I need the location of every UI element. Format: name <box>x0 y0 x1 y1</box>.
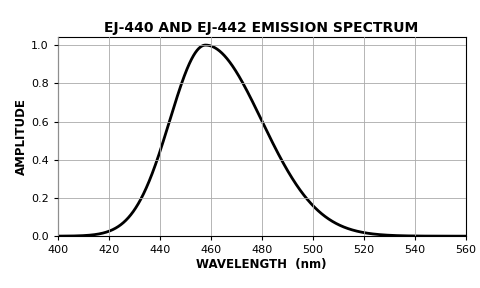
X-axis label: WAVELENGTH  (nm): WAVELENGTH (nm) <box>196 258 327 271</box>
Title: EJ-440 AND EJ-442 EMISSION SPECTRUM: EJ-440 AND EJ-442 EMISSION SPECTRUM <box>105 21 419 35</box>
Y-axis label: AMPLITUDE: AMPLITUDE <box>15 98 28 175</box>
